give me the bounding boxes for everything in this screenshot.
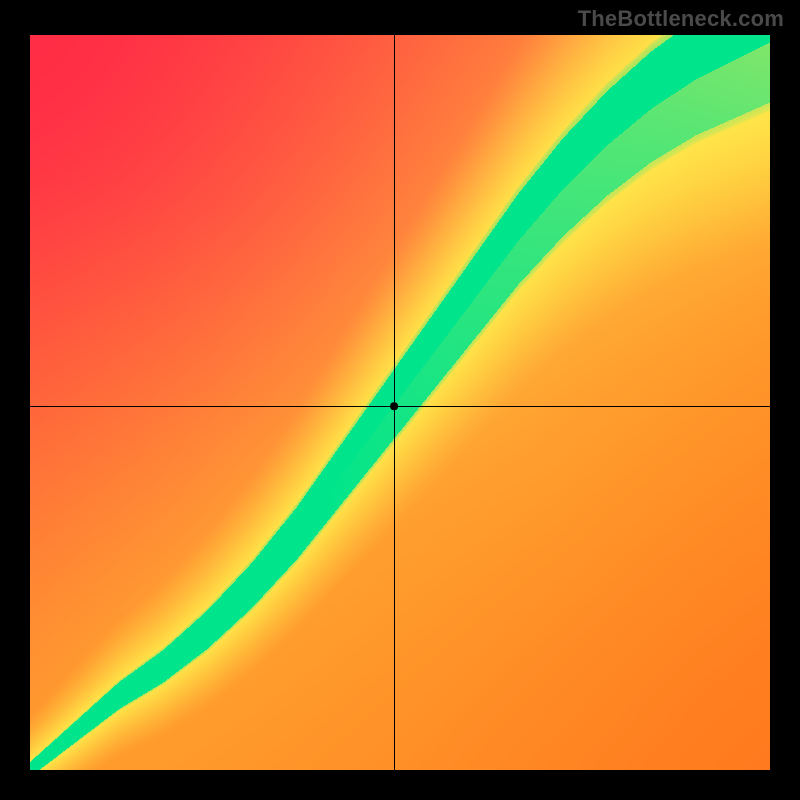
bottleneck-heatmap (30, 35, 770, 770)
chart-container: TheBottleneck.com (0, 0, 800, 800)
watermark-text: TheBottleneck.com (578, 6, 784, 32)
